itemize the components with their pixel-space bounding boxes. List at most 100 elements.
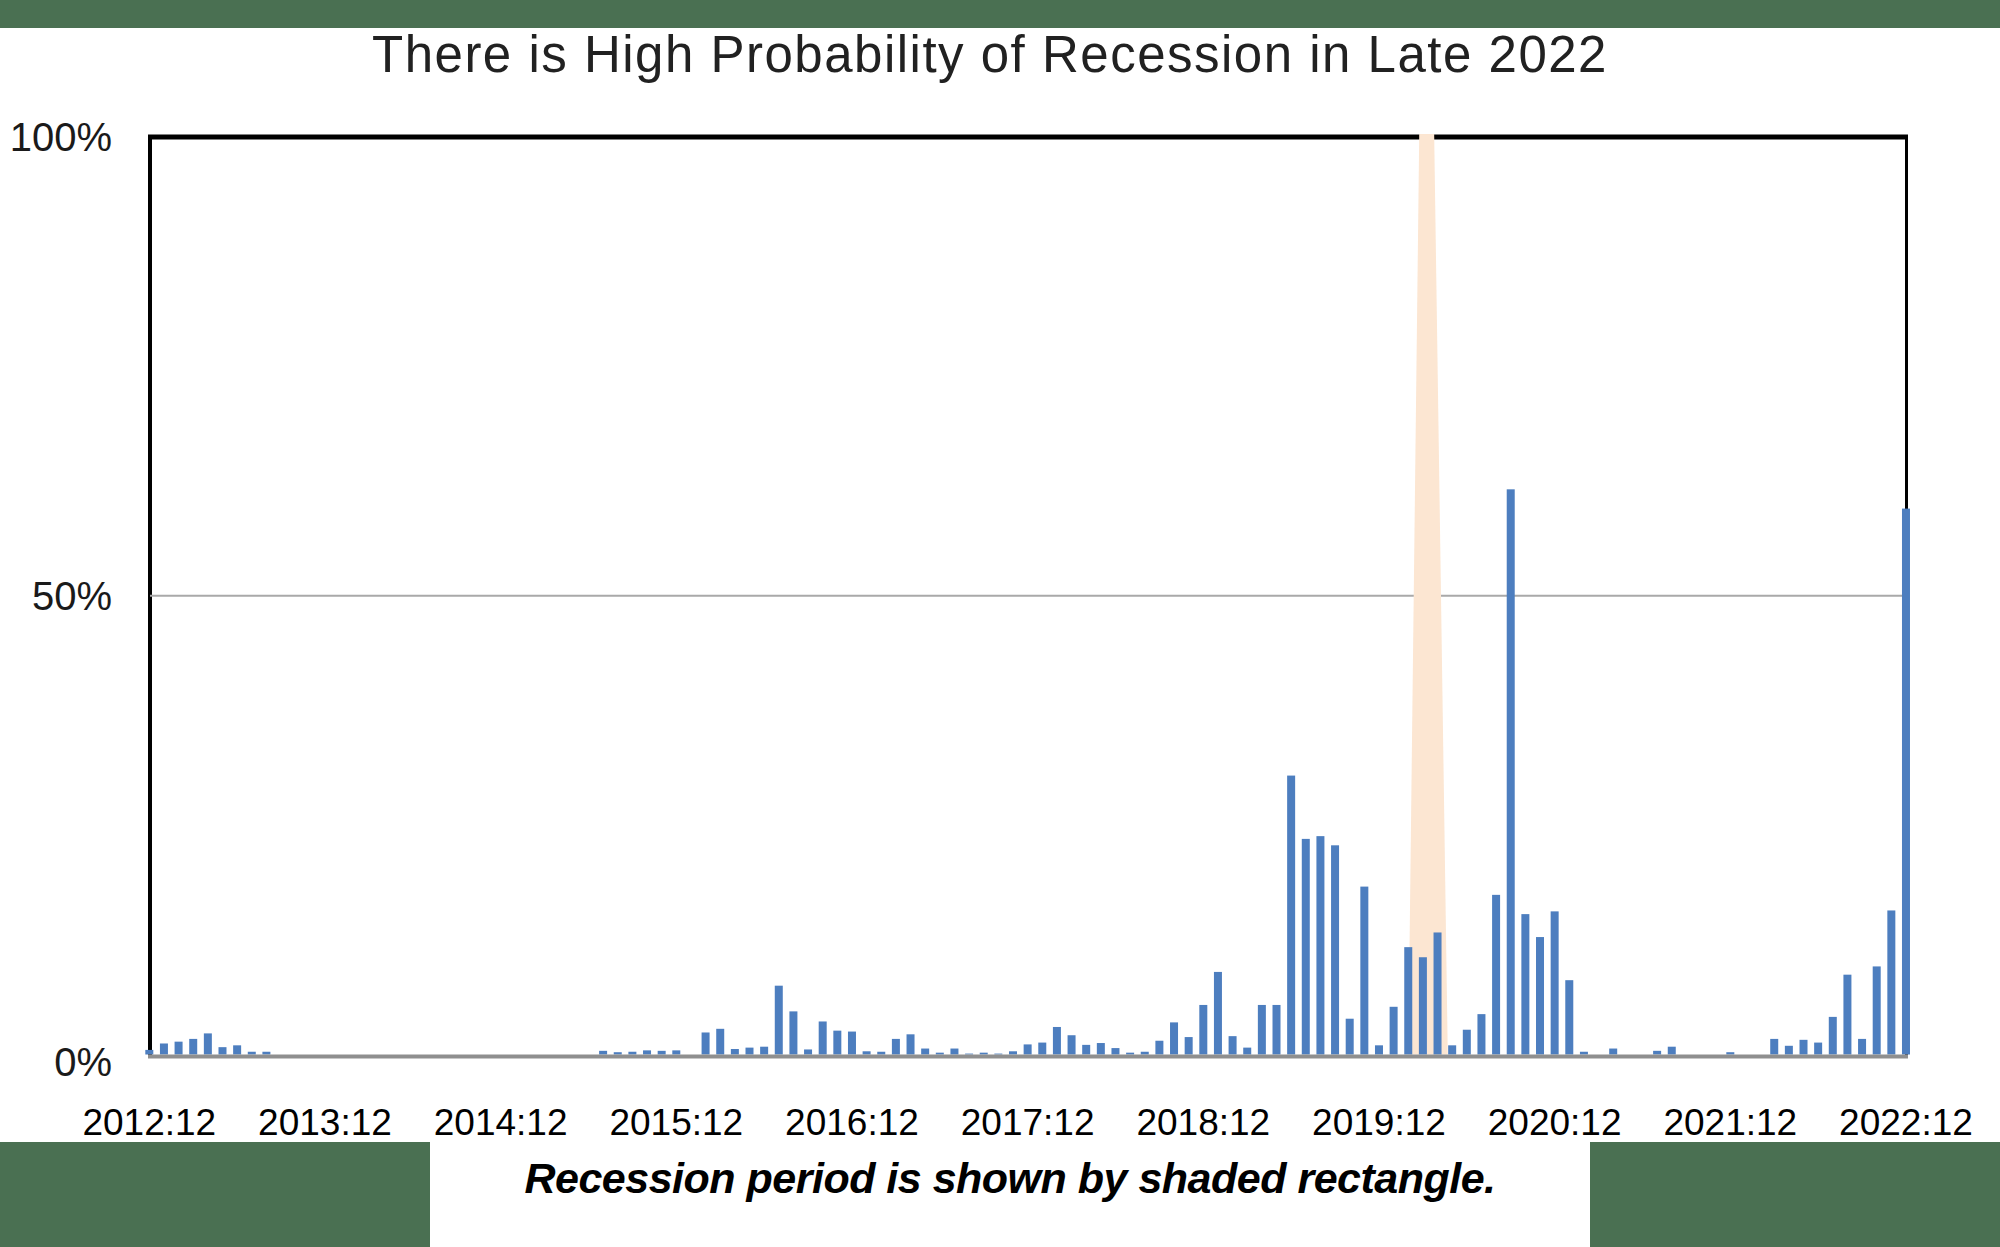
bar-2017:11 bbox=[1009, 1051, 1017, 1054]
bar-2017:06 bbox=[936, 1053, 944, 1055]
bar-2013:06 bbox=[233, 1045, 241, 1054]
bar-2018:06 bbox=[1111, 1048, 1119, 1054]
x-tick-label-2020:12: 2020:12 bbox=[1488, 1102, 1622, 1143]
bar-2018:07 bbox=[1126, 1053, 1134, 1055]
bar-2022:08 bbox=[1843, 975, 1851, 1055]
x-tick-label-2022:12: 2022:12 bbox=[1839, 1102, 1973, 1143]
bar-2018:11 bbox=[1185, 1037, 1193, 1054]
bar-2016:03 bbox=[716, 1029, 724, 1055]
bar-2016:06 bbox=[760, 1047, 768, 1055]
bar-2022:04 bbox=[1785, 1046, 1793, 1055]
bar-2015:08 bbox=[614, 1052, 622, 1054]
bar-2017:02 bbox=[877, 1052, 885, 1055]
bar-2019:07 bbox=[1302, 839, 1310, 1055]
x-tick-label-2018:12: 2018:12 bbox=[1136, 1102, 1270, 1143]
recession-shaded-rectangle bbox=[1408, 134, 1448, 1055]
bar-2013:02 bbox=[175, 1042, 183, 1055]
bar-2021:04 bbox=[1609, 1049, 1617, 1055]
x-tick-label-2016:12: 2016:12 bbox=[785, 1102, 919, 1143]
bar-2016:07 bbox=[775, 986, 783, 1055]
y-tick-label-50%: 50% bbox=[32, 574, 112, 618]
bar-2019:10 bbox=[1346, 1019, 1354, 1055]
bar-2018:01 bbox=[1038, 1043, 1046, 1055]
bar-2018:10 bbox=[1170, 1022, 1178, 1054]
bar-2019:11 bbox=[1360, 887, 1368, 1055]
bar-2018:05 bbox=[1097, 1043, 1105, 1054]
x-tick-label-2014:12: 2014:12 bbox=[434, 1102, 568, 1143]
bar-2022:07 bbox=[1829, 1017, 1837, 1055]
bar-2016:04 bbox=[731, 1049, 739, 1055]
bar-2013:04 bbox=[204, 1033, 212, 1054]
bar-2020:06 bbox=[1463, 1030, 1471, 1055]
bar-2020:10 bbox=[1521, 914, 1529, 1054]
bar-2019:03 bbox=[1243, 1048, 1251, 1055]
bar-2015:10 bbox=[643, 1050, 651, 1054]
bar-2018:04 bbox=[1082, 1045, 1090, 1055]
bar-2022:11 bbox=[1887, 910, 1895, 1054]
bar-2020:08 bbox=[1492, 895, 1500, 1055]
bar-2012:12 bbox=[145, 1050, 153, 1055]
bar-2017:10 bbox=[994, 1054, 1002, 1055]
bar-2018:08 bbox=[1141, 1052, 1149, 1055]
bar-2018:02 bbox=[1053, 1027, 1061, 1055]
bar-2019:09 bbox=[1331, 845, 1339, 1054]
recession-probability-chart: 0%50%100%2012:122013:122014:122015:12201… bbox=[0, 0, 2000, 1247]
x-tick-label-2012:12: 2012:12 bbox=[82, 1102, 216, 1143]
bar-2019:12 bbox=[1375, 1045, 1383, 1054]
bar-2021:07 bbox=[1653, 1051, 1661, 1055]
bar-2015:11 bbox=[658, 1051, 666, 1055]
bar-2020:11 bbox=[1536, 937, 1544, 1054]
bar-2019:01 bbox=[1214, 972, 1222, 1055]
bar-2015:09 bbox=[628, 1052, 636, 1055]
bar-2017:04 bbox=[907, 1034, 915, 1054]
bar-2017:12 bbox=[1024, 1044, 1032, 1054]
bar-2016:05 bbox=[745, 1048, 753, 1055]
x-tick-label-2013:12: 2013:12 bbox=[258, 1102, 392, 1143]
bar-2022:06 bbox=[1814, 1043, 1822, 1055]
bar-2019:05 bbox=[1273, 1005, 1281, 1055]
bar-2013:01 bbox=[160, 1043, 168, 1054]
bar-2020:05 bbox=[1448, 1045, 1456, 1054]
bar-2020:12 bbox=[1551, 911, 1559, 1054]
bar-2016:02 bbox=[702, 1032, 710, 1054]
bar-2016:08 bbox=[789, 1011, 797, 1054]
bar-2017:01 bbox=[863, 1051, 871, 1054]
bar-2016:12 bbox=[848, 1032, 856, 1055]
x-tick-label-2015:12: 2015:12 bbox=[609, 1102, 743, 1143]
bar-2020:09 bbox=[1507, 489, 1515, 1054]
bar-2020:04 bbox=[1434, 932, 1442, 1054]
bar-2020:07 bbox=[1477, 1014, 1485, 1054]
bar-2018:03 bbox=[1068, 1035, 1076, 1054]
bar-2016:11 bbox=[833, 1031, 841, 1055]
bar-2022:10 bbox=[1873, 966, 1881, 1054]
bar-2021:12 bbox=[1726, 1052, 1734, 1054]
bar-2013:08 bbox=[262, 1052, 270, 1055]
bar-2021:02 bbox=[1580, 1052, 1588, 1055]
x-tick-label-2019:12: 2019:12 bbox=[1312, 1102, 1446, 1143]
x-tick-label-2017:12: 2017:12 bbox=[961, 1102, 1095, 1143]
bar-2021:08 bbox=[1668, 1047, 1676, 1055]
chart-caption: Recession period is shown by shaded rect… bbox=[524, 1154, 1495, 1203]
bar-2013:03 bbox=[189, 1039, 197, 1055]
bar-2015:12 bbox=[672, 1050, 680, 1054]
bar-2020:02 bbox=[1404, 947, 1412, 1054]
bar-2022:03 bbox=[1770, 1039, 1778, 1055]
bar-2019:04 bbox=[1258, 1005, 1266, 1055]
bar-2017:05 bbox=[921, 1049, 929, 1055]
bar-2017:09 bbox=[980, 1053, 988, 1055]
bar-2015:07 bbox=[599, 1051, 607, 1055]
bar-2017:07 bbox=[950, 1049, 958, 1055]
caption-box: Recession period is shown by shaded rect… bbox=[430, 1142, 1590, 1247]
bar-2013:07 bbox=[248, 1052, 256, 1055]
bar-2017:03 bbox=[892, 1039, 900, 1055]
bar-2017:08 bbox=[965, 1054, 973, 1055]
bar-2022:12 bbox=[1902, 509, 1910, 1055]
bar-2021:01 bbox=[1565, 980, 1573, 1054]
bar-2018:12 bbox=[1199, 1005, 1207, 1055]
bar-2020:03 bbox=[1419, 957, 1427, 1054]
bar-2019:02 bbox=[1229, 1036, 1237, 1054]
bar-2019:08 bbox=[1316, 836, 1324, 1054]
y-tick-label-100%: 100% bbox=[10, 115, 112, 159]
bar-2013:05 bbox=[218, 1047, 226, 1054]
bar-2016:10 bbox=[819, 1021, 827, 1054]
